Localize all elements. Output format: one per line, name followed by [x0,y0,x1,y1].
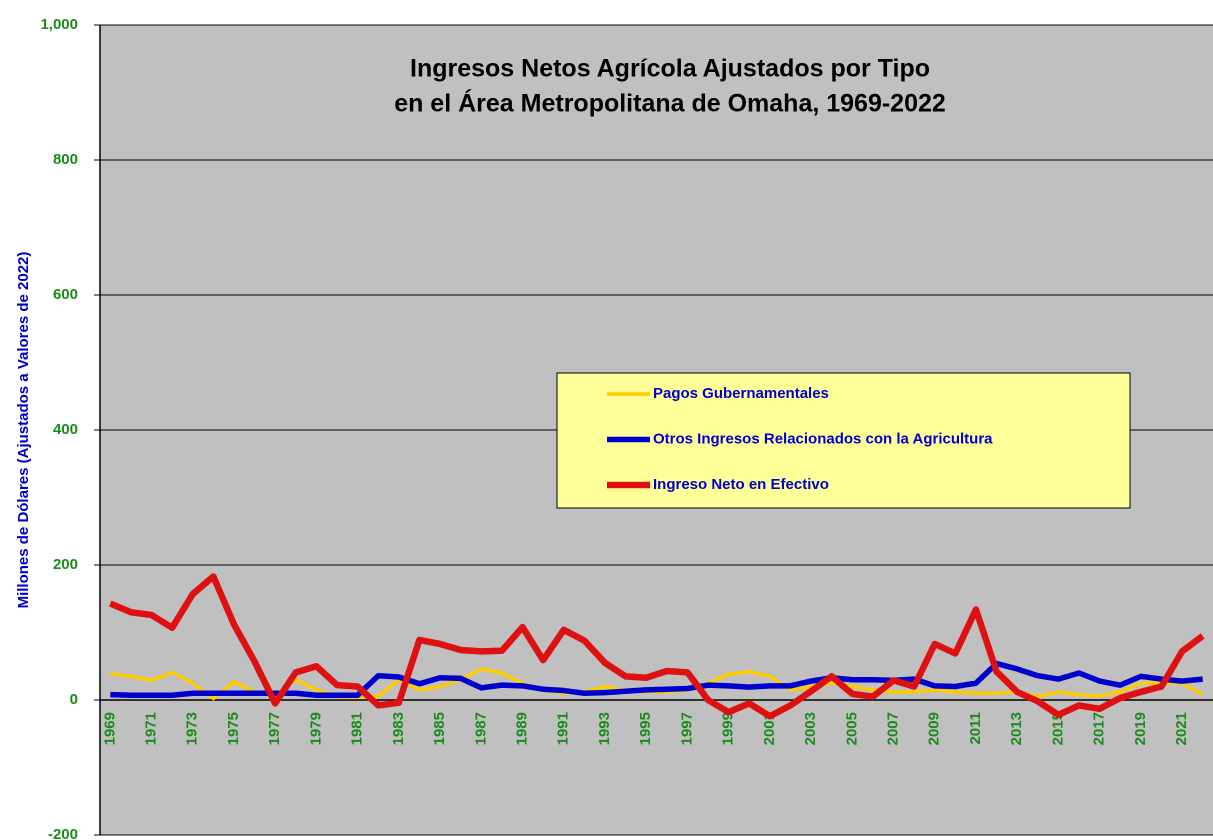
x-tick-label: 2005 [843,712,860,745]
y-tick-label: 0 [70,691,78,708]
x-tick-label: 2013 [1008,712,1025,745]
chart-title: Ingresos Netos Agrícola Ajustados por Ti… [410,55,930,83]
x-tick-label: 1989 [513,712,530,745]
x-tick-label: 1977 [266,712,283,745]
x-tick-label: 1973 [184,712,201,745]
legend-label: Pagos Gubernamentales [653,385,829,402]
y-tick-label: 200 [53,556,78,573]
x-tick-label: 1975 [225,712,242,745]
x-tick-label: 2007 [884,712,901,745]
x-tick-label: 1969 [101,712,118,745]
y-axis-title: Millones de Dólares (Ajustados a Valores… [15,252,32,609]
x-tick-label: 1979 [307,712,324,745]
x-tick-label: 1987 [472,712,489,745]
legend-label: Ingreso Neto en Efectivo [653,476,829,493]
y-tick-label: 400 [53,421,78,438]
x-tick-label: 2009 [926,712,943,745]
x-tick-label: 1999 [720,712,737,745]
x-tick-label: 2015 [1049,712,1066,745]
x-tick-label: 1971 [142,712,159,745]
series-line [109,573,1205,720]
y-tick-label: -200 [48,826,78,840]
x-tick-label: 1995 [637,712,654,745]
x-tick-label: 2019 [1132,712,1149,745]
y-tick-label: 600 [53,286,78,303]
x-tick-label: 1993 [596,712,613,745]
y-tick-label: 800 [53,151,78,168]
x-tick-label: 1981 [349,712,366,745]
x-tick-label: 2001 [761,712,778,745]
y-tick-label: 1,000 [40,16,78,33]
chart-title: en el Área Metropolitana de Omaha, 1969-… [394,89,946,118]
x-tick-label: 1983 [390,712,407,745]
x-tick-label: 1997 [678,712,695,745]
x-tick-label: 1985 [431,712,448,745]
x-tick-label: 2021 [1173,712,1190,745]
x-tick-label: 2003 [802,712,819,745]
x-tick-label: 2017 [1091,712,1108,745]
x-tick-label: 2011 [967,712,984,745]
legend: Pagos Gubernamentales Otros Ingresos Rela… [556,372,1131,509]
series-line [110,660,1203,699]
legend-box [556,372,1131,509]
legend-label: Otros Ingresos Relacionados con la Agric… [653,430,993,447]
x-tick-label: 1991 [555,712,572,745]
